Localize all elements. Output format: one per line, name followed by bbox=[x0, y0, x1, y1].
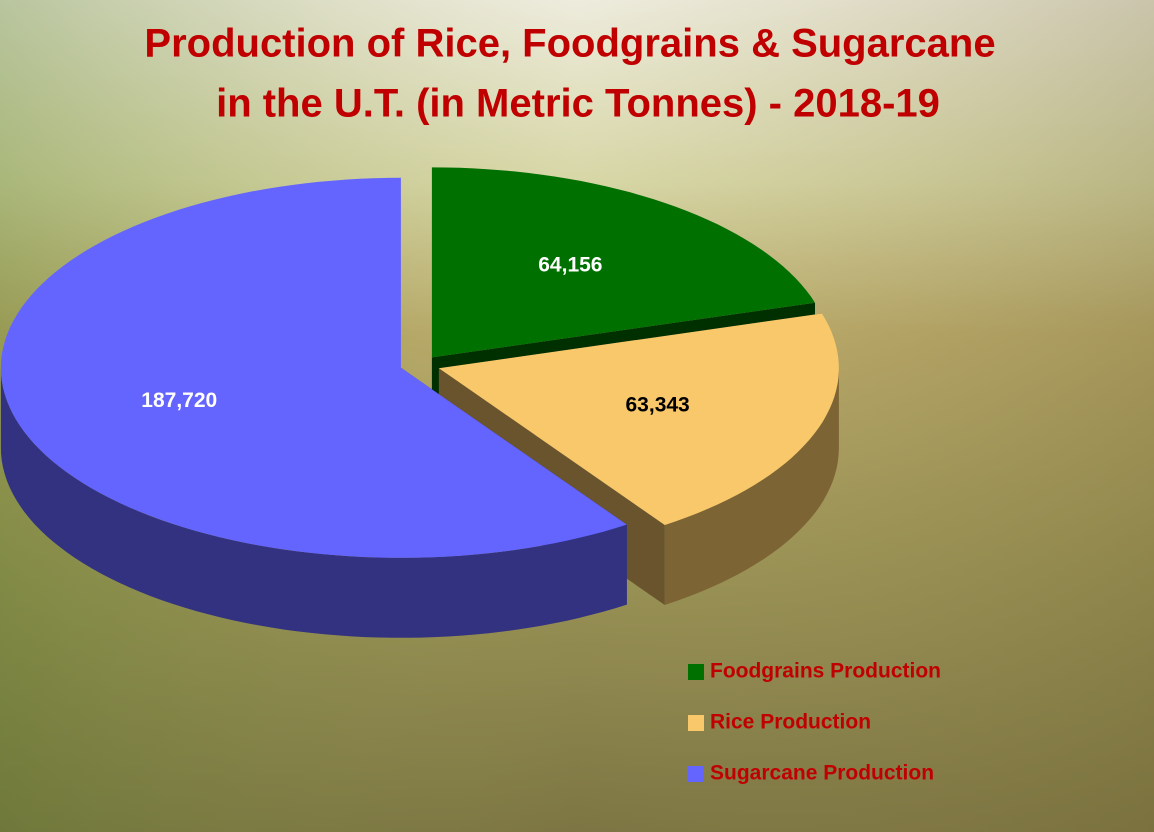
legend-label: Foodgrains Production bbox=[710, 660, 941, 683]
legend-swatch bbox=[688, 715, 704, 731]
legend-label: Sugarcane Production bbox=[710, 762, 934, 785]
data-label: 187,720 bbox=[141, 389, 217, 412]
legend-swatch bbox=[688, 664, 704, 680]
legend-label: Rice Production bbox=[710, 711, 871, 734]
page: Production of Rice, Foodgrains & Sugarca… bbox=[0, 0, 1154, 832]
title-line: Production of Rice, Foodgrains & Sugarca… bbox=[144, 22, 995, 66]
legend-swatch bbox=[688, 766, 704, 782]
data-label: 63,343 bbox=[626, 394, 690, 417]
chart: Production of Rice, Foodgrains & Sugarca… bbox=[0, 0, 1154, 832]
title-line: in the U.T. (in Metric Tonnes) - 2018-19 bbox=[216, 82, 940, 126]
data-label: 64,156 bbox=[538, 253, 602, 276]
